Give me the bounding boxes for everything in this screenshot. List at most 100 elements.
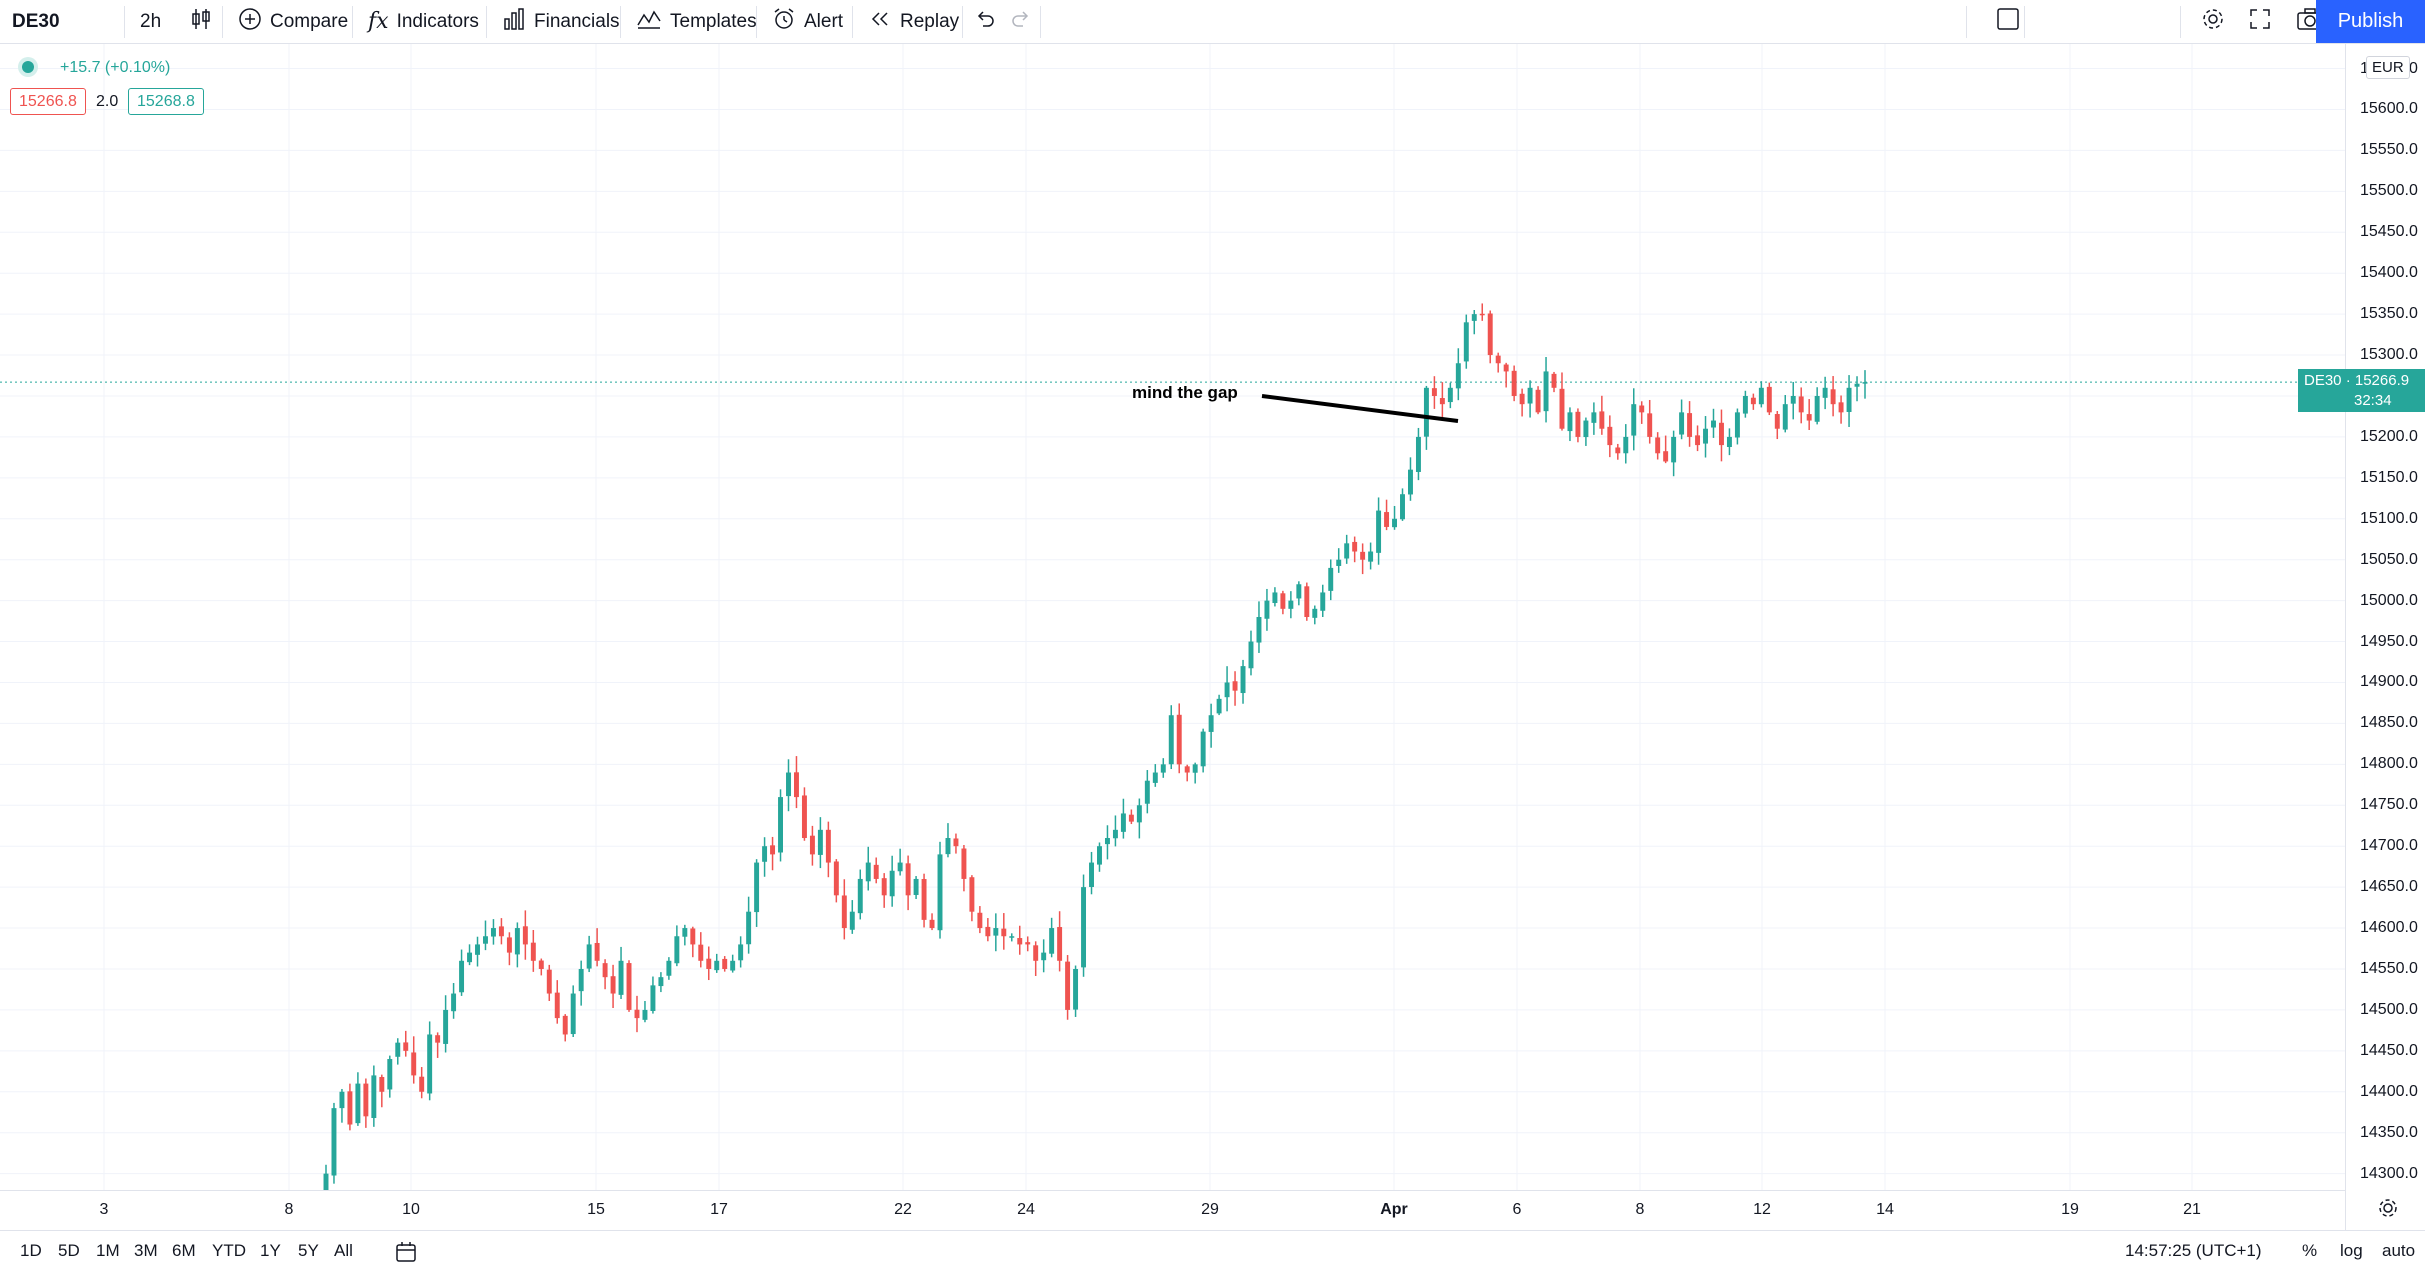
time-axis[interactable]: 3 8 10 15 17 22 24 29 Apr 6 8 12 14 19 21 bbox=[0, 1190, 2345, 1231]
candle-body bbox=[770, 845, 776, 855]
candle-body bbox=[387, 1059, 393, 1090]
interval-button[interactable]: 2h bbox=[128, 0, 173, 43]
candle-body bbox=[1328, 567, 1334, 591]
candle-body bbox=[554, 992, 560, 1019]
candle-body bbox=[1025, 942, 1031, 945]
range-button-1y[interactable]: 1Y bbox=[260, 1241, 281, 1260]
settings-button[interactable] bbox=[2188, 0, 2246, 43]
candle-body bbox=[793, 772, 799, 798]
currency-label[interactable]: EUR bbox=[2366, 56, 2410, 79]
symbol-search[interactable]: DE30 bbox=[0, 0, 124, 43]
financials-button[interactable]: Financials bbox=[490, 0, 632, 43]
log-toggle[interactable]: log bbox=[2340, 1241, 2363, 1260]
time-tick-label: 10 bbox=[402, 1201, 420, 1218]
candle-body bbox=[1384, 512, 1390, 527]
alert-button[interactable]: Alert bbox=[760, 0, 855, 43]
candle-body bbox=[985, 926, 991, 937]
separator bbox=[756, 6, 757, 38]
price-axis[interactable] bbox=[2345, 44, 2425, 1230]
candles-group bbox=[323, 303, 1868, 1190]
templates-button[interactable]: Templates bbox=[624, 0, 769, 43]
top-toolbar: DE30 2h Compare fx Indicators Financials… bbox=[0, 0, 2425, 44]
layout-button[interactable] bbox=[1984, 0, 2040, 43]
time-tick-label: Apr bbox=[1380, 1201, 1408, 1218]
publish-button[interactable]: Publish bbox=[2316, 0, 2425, 43]
candle-body bbox=[1376, 510, 1382, 553]
price-tick-label: 14650.0 bbox=[2360, 878, 2418, 896]
symbol-label: DE30 bbox=[12, 10, 60, 32]
chart-type-button[interactable] bbox=[178, 0, 232, 43]
candle-body bbox=[1734, 412, 1740, 438]
candle-body bbox=[451, 993, 457, 1012]
candle-body bbox=[1615, 447, 1621, 454]
range-button-5d[interactable]: 5D bbox=[58, 1241, 80, 1260]
candle-body bbox=[578, 968, 584, 992]
date-range-button[interactable] bbox=[394, 1240, 418, 1269]
auto-toggle[interactable]: auto bbox=[2382, 1241, 2416, 1260]
candle-body bbox=[786, 772, 791, 797]
range-button-6m[interactable]: 6M bbox=[172, 1241, 196, 1260]
candle-body bbox=[1392, 518, 1398, 528]
gear-icon bbox=[2376, 1199, 2400, 1224]
candle-body bbox=[1599, 411, 1605, 429]
candle-body bbox=[642, 1009, 648, 1020]
candle-body bbox=[945, 838, 951, 855]
price-change: +15.7 (+0.10%) bbox=[60, 59, 171, 76]
candle-body bbox=[419, 1076, 425, 1092]
price-tick-label: 14900.0 bbox=[2360, 673, 2418, 691]
candle-body bbox=[1822, 387, 1828, 398]
market-status-dot[interactable] bbox=[22, 61, 34, 73]
percent-toggle[interactable]: % bbox=[2302, 1241, 2318, 1260]
trend-line-drawing bbox=[1261, 394, 1459, 423]
candle-body bbox=[666, 960, 672, 976]
candle-body bbox=[825, 829, 831, 863]
candle-body bbox=[371, 1075, 377, 1119]
clock[interactable]: 14:57:25 (UTC+1) bbox=[2125, 1241, 2262, 1260]
candle-body bbox=[395, 1042, 401, 1057]
candle-body bbox=[1160, 764, 1166, 773]
range-button-ytd[interactable]: YTD bbox=[212, 1241, 246, 1260]
sell-price-box[interactable]: 15266.8 bbox=[10, 88, 86, 115]
range-button-all[interactable]: All bbox=[334, 1241, 353, 1260]
candle-body bbox=[849, 911, 855, 930]
fullscreen-button[interactable] bbox=[2236, 0, 2292, 43]
price-tick-label: 15300.0 bbox=[2360, 346, 2418, 364]
time-tick-label: 14 bbox=[1876, 1201, 1894, 1218]
range-button-5y[interactable]: 5Y bbox=[298, 1241, 319, 1260]
candle-body bbox=[1176, 714, 1182, 765]
candle-body bbox=[1368, 551, 1374, 562]
compare-button[interactable]: Compare bbox=[226, 0, 360, 43]
range-button-1d[interactable]: 1D bbox=[20, 1241, 42, 1260]
undo-icon bbox=[974, 8, 1004, 36]
undo-button[interactable] bbox=[966, 0, 1012, 43]
range-button-3m[interactable]: 3M bbox=[134, 1241, 158, 1260]
candle-body bbox=[778, 797, 783, 853]
price-tick-label: 14400.0 bbox=[2360, 1082, 2418, 1100]
redo-button[interactable] bbox=[1002, 0, 1048, 43]
separator bbox=[2180, 6, 2181, 38]
price-chart[interactable]: mind the gap bbox=[0, 44, 2345, 1190]
square-icon bbox=[1996, 7, 2028, 37]
candle-body bbox=[1814, 395, 1820, 422]
candle-body bbox=[1519, 393, 1525, 405]
range-button-1m[interactable]: 1M bbox=[96, 1241, 120, 1260]
candle-body bbox=[897, 862, 903, 872]
candle-body bbox=[857, 878, 863, 914]
candle-body bbox=[363, 1083, 369, 1117]
candle-body bbox=[411, 1052, 417, 1076]
candle-body bbox=[1511, 370, 1517, 396]
indicators-button[interactable]: fx Indicators bbox=[356, 0, 491, 43]
axis-settings-button[interactable] bbox=[2376, 1196, 2400, 1225]
candle-body bbox=[618, 960, 624, 995]
candle-body bbox=[403, 1042, 409, 1051]
price-tick-label: 15600.0 bbox=[2360, 100, 2418, 118]
time-tick-label: 8 bbox=[1635, 1201, 1645, 1218]
separator bbox=[486, 6, 487, 38]
replay-button[interactable]: Replay bbox=[856, 0, 971, 43]
candle-body bbox=[1718, 422, 1724, 446]
candle-body bbox=[1487, 313, 1493, 356]
buy-price-box[interactable]: 15268.8 bbox=[128, 88, 204, 115]
candle-body bbox=[1742, 395, 1748, 414]
price-tick-label: 15100.0 bbox=[2360, 509, 2418, 527]
candle-body bbox=[658, 977, 664, 987]
